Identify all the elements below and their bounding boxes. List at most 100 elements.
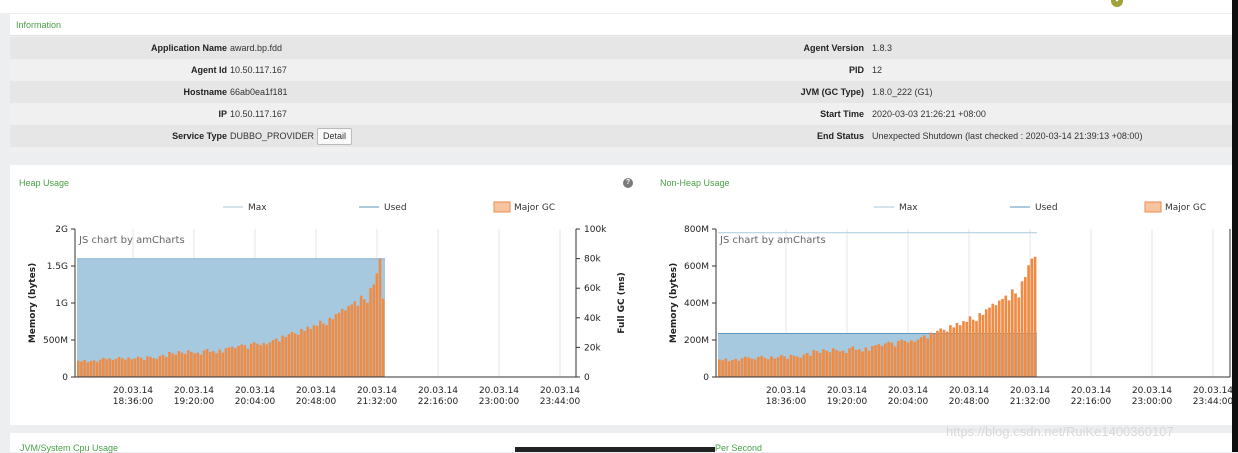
x-tick-date: 20.03.14 xyxy=(418,386,458,396)
y2-tick-label: 40k xyxy=(584,314,601,324)
x-tick-date: 20.03.14 xyxy=(357,386,397,396)
major-gc-bar xyxy=(224,348,228,377)
major-gc-bar xyxy=(932,334,936,377)
major-gc-bar xyxy=(303,331,306,377)
heap-usage-chart[interactable]: Max Used Major GC20.03.1418:36:0020.03.141… xyxy=(10,190,625,425)
major-gc-bar xyxy=(378,258,382,377)
major-gc-bar xyxy=(102,357,105,377)
hostname-label: Hostname xyxy=(183,87,227,97)
major-gc-bar xyxy=(240,344,243,377)
top-strip xyxy=(0,0,1232,13)
detail-button[interactable]: Detail xyxy=(317,128,353,145)
agent-id-value: 10.50.117.167 xyxy=(230,65,287,75)
y-tick-label: 400M xyxy=(684,299,709,309)
ip-value: 10.50.117.167 xyxy=(230,109,287,119)
y2-tick-label: 20k xyxy=(584,343,601,353)
legend-major-gc-swatch xyxy=(1144,201,1162,213)
x-tick-time: 21:32:00 xyxy=(1010,397,1051,407)
major-gc-bar xyxy=(818,352,822,377)
major-gc-bar xyxy=(958,325,962,377)
major-gc-bar xyxy=(190,351,193,377)
major-gc-bar xyxy=(117,357,121,377)
major-gc-bar xyxy=(344,310,347,377)
major-gc-bar xyxy=(1001,298,1004,377)
ip-label: IP xyxy=(218,109,227,119)
major-gc-bar xyxy=(991,303,995,377)
major-gc-bar xyxy=(143,359,146,377)
major-gc-bar xyxy=(174,354,177,377)
info-row: IP 10.50.117.167 Start Time 2020-03-03 2… xyxy=(10,103,1232,125)
major-gc-bar xyxy=(356,305,360,377)
major-gc-bar xyxy=(297,334,300,377)
major-gc-bar xyxy=(727,361,731,377)
major-gc-bar xyxy=(89,361,93,377)
major-gc-bar xyxy=(331,319,335,377)
major-gc-bar xyxy=(325,325,328,377)
major-gc-bar xyxy=(253,342,256,377)
x-tick-time: 18:36:00 xyxy=(766,397,807,407)
major-gc-bar xyxy=(158,355,162,377)
major-gc-bar xyxy=(744,356,747,377)
major-gc-bar xyxy=(783,356,786,377)
major-gc-bar xyxy=(721,360,724,377)
major-gc-bar xyxy=(916,339,920,377)
major-gc-bar xyxy=(121,358,124,377)
major-gc-bar xyxy=(381,298,385,377)
non-heap-usage-title: Non-Heap Usage xyxy=(660,178,730,188)
major-gc-bar xyxy=(347,305,350,377)
heap-usage-title: Heap Usage xyxy=(19,178,70,188)
major-gc-bar xyxy=(760,355,763,377)
major-gc-bar xyxy=(923,335,926,378)
major-gc-bar xyxy=(306,326,309,377)
help-icon[interactable]: ? xyxy=(623,178,633,188)
cpu-usage-title: JVM/System Cpu Usage xyxy=(20,443,119,453)
major-gc-bar xyxy=(750,358,754,377)
major-gc-bar xyxy=(835,349,838,377)
major-gc-bar xyxy=(319,320,322,377)
major-gc-bar xyxy=(290,331,294,377)
major-gc-bar xyxy=(955,322,959,377)
major-gc-bar xyxy=(193,353,196,377)
non-heap-usage-chart[interactable]: Max Used Major GC20.03.1418:36:0020.03.141… xyxy=(650,190,1232,425)
x-tick-date: 20.03.14 xyxy=(827,386,867,396)
major-gc-bar xyxy=(910,340,913,377)
bottom-panels: JVM/System Cpu Usage Per Second xyxy=(10,433,1232,453)
major-gc-bar xyxy=(984,309,988,377)
major-gc-bar xyxy=(1007,300,1011,377)
major-gc-bar xyxy=(773,358,776,377)
x-tick-time: 20:04:00 xyxy=(235,397,276,407)
major-gc-bar xyxy=(770,356,773,377)
major-gc-bar xyxy=(844,352,848,377)
info-row: Service Type DUBBO_PROVIDER Detail End S… xyxy=(10,125,1232,147)
x-tick-time: 23:44:00 xyxy=(540,397,581,407)
major-gc-bar xyxy=(763,357,767,377)
major-gc-bar xyxy=(95,361,99,377)
major-gc-bar xyxy=(328,317,331,377)
major-gc-bar xyxy=(737,360,741,377)
information-title: Information xyxy=(10,14,1232,36)
major-gc-bar xyxy=(249,343,253,377)
y2-tick-label: 0 xyxy=(584,373,590,383)
major-gc-bar xyxy=(130,359,133,377)
major-gc-bar xyxy=(375,273,379,377)
major-gc-bar xyxy=(369,288,372,377)
y-tick-label: 600M xyxy=(684,262,709,272)
major-gc-bar xyxy=(271,340,275,377)
major-gc-bar xyxy=(1030,258,1034,377)
major-gc-bar xyxy=(168,351,171,377)
major-gc-bar xyxy=(243,345,247,377)
x-tick-time: 22:16:00 xyxy=(418,397,459,407)
major-gc-bar xyxy=(1020,281,1024,377)
application-name-value: award.bp.fdd xyxy=(230,43,283,53)
x-tick-date: 20.03.14 xyxy=(540,386,580,396)
chart-watermark: JS chart by amCharts xyxy=(719,235,826,246)
agent-version-label: Agent Version xyxy=(803,43,864,53)
window-edge xyxy=(1232,0,1238,452)
service-type-label: Service Type xyxy=(172,131,227,141)
major-gc-bar xyxy=(975,321,978,377)
x-tick-date: 20.03.14 xyxy=(1132,386,1172,396)
major-gc-bar xyxy=(234,348,237,377)
major-gc-bar xyxy=(353,301,357,377)
major-gc-bar xyxy=(718,359,721,377)
major-gc-bar xyxy=(978,313,982,377)
